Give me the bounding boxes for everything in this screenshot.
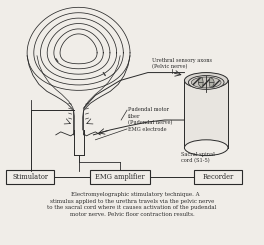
Ellipse shape — [188, 75, 224, 89]
Ellipse shape — [191, 77, 221, 88]
Wedge shape — [209, 78, 214, 83]
Bar — [91, 171, 150, 184]
Wedge shape — [198, 83, 203, 87]
FancyBboxPatch shape — [185, 80, 228, 148]
Wedge shape — [209, 83, 214, 87]
Ellipse shape — [185, 73, 228, 88]
Bar — [194, 171, 242, 184]
Text: Urethral sensory axons
(Pelvic nerve): Urethral sensory axons (Pelvic nerve) — [152, 58, 212, 69]
Text: Electromyelographic stimulatory technique. A
stimulus applied to the urethra tra: Electromyelographic stimulatory techniqu… — [47, 192, 217, 217]
Text: EMG electrode: EMG electrode — [128, 127, 167, 132]
Ellipse shape — [185, 140, 228, 156]
Bar — [6, 171, 54, 184]
Text: Sacral spinal
cord (S1-5): Sacral spinal cord (S1-5) — [181, 152, 215, 163]
Wedge shape — [198, 78, 203, 83]
Text: Recorder: Recorder — [202, 173, 234, 181]
Text: Pudendal motor
fiber
(Pudendal nerve): Pudendal motor fiber (Pudendal nerve) — [128, 107, 172, 125]
Text: EMG amplifier: EMG amplifier — [95, 173, 145, 181]
Text: Stimulator: Stimulator — [12, 173, 48, 181]
